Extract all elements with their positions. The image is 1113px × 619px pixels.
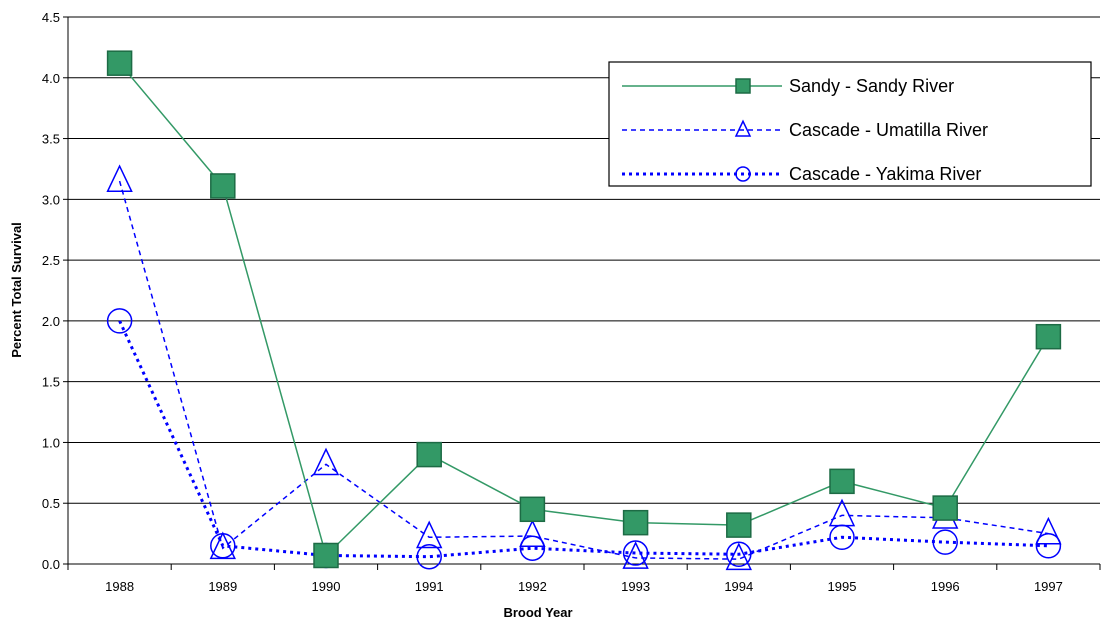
x-tick-label: 1995 (828, 579, 857, 594)
series-layer (106, 50, 1062, 571)
legend-marker-circle (735, 166, 751, 182)
x-tick-label: 1988 (105, 579, 134, 594)
x-axis-ticks: 1988 1989 1990 1991 1992 1993 1994 1995 1996 1997 (67, 564, 1101, 594)
x-axis-title: Brood Year (503, 605, 572, 619)
x-tick-label: 1991 (415, 579, 444, 594)
y-tick-label: 0.0 (42, 557, 60, 572)
y-axis-ticks: 0.0 0.5 1.0 1.5 2.0 2.5 3.0 3.5 4.0 4.5 (42, 10, 68, 572)
y-tick-label: 1.5 (42, 375, 60, 390)
data-point-square (726, 512, 752, 538)
y-axis-title: Percent Total Survival (9, 222, 24, 358)
y-tick-label: 1.0 (42, 435, 60, 450)
legend-marker-square (735, 78, 751, 94)
data-point-square (829, 468, 855, 495)
legend-entry: Sandy - Sandy River (622, 76, 954, 96)
data-point-triangle (519, 519, 546, 547)
x-tick-label: 1993 (621, 579, 650, 594)
series-line (118, 180, 1049, 560)
x-tick-label: 1989 (208, 579, 237, 594)
gridlines (68, 16, 1100, 504)
data-point-circle (416, 543, 442, 570)
x-tick-label: 1992 (518, 579, 547, 594)
data-point-square (106, 50, 133, 76)
y-tick-label: 4.0 (42, 71, 60, 86)
data-point-square (519, 496, 546, 523)
y-tick-label: 0.5 (42, 496, 60, 511)
data-point-square (1035, 323, 1062, 350)
series-triangle (106, 164, 1062, 571)
data-point-triangle (1035, 516, 1062, 545)
data-point-triangle (725, 542, 752, 571)
x-tick-label: 1996 (931, 579, 960, 594)
data-point-triangle (106, 164, 133, 193)
legend: Sandy - Sandy River Cascade - Umatilla Ri… (608, 61, 1092, 187)
series-line (118, 320, 1049, 559)
legend-marker-triangle (734, 119, 752, 137)
data-point-circle (622, 540, 649, 566)
legend-label: Cascade - Yakima River (789, 164, 981, 184)
data-point-square (932, 495, 958, 521)
legend-label: Cascade - Umatilla River (789, 120, 988, 140)
legend-label: Sandy - Sandy River (789, 76, 954, 96)
data-point-square (416, 441, 442, 468)
data-point-square (622, 509, 649, 536)
legend-entry: Cascade - Umatilla River (622, 119, 988, 140)
x-tick-label: 1990 (312, 579, 341, 594)
data-point-square (313, 542, 339, 569)
y-tick-label: 3.0 (42, 192, 60, 207)
data-point-triangle (416, 520, 443, 549)
legend-box (608, 61, 1092, 187)
data-point-circle (106, 308, 133, 334)
series-line (119, 62, 1050, 557)
series-square (106, 50, 1062, 569)
data-point-circle (932, 529, 958, 555)
x-tick-label: 1994 (724, 579, 753, 594)
data-point-triangle (622, 541, 649, 569)
y-tick-label: 2.5 (42, 253, 60, 268)
data-point-circle (1035, 533, 1062, 559)
data-point-triangle (209, 531, 236, 560)
data-point-square (210, 173, 236, 199)
y-tick-label: 3.5 (42, 132, 60, 147)
x-tick-label: 1997 (1034, 579, 1063, 594)
data-point-triangle (828, 498, 856, 527)
y-tick-label: 2.0 (42, 314, 60, 329)
data-point-triangle (312, 447, 340, 476)
legend-entry: Cascade - Yakima River (622, 164, 981, 184)
data-point-circle (519, 535, 546, 561)
series-circle (106, 308, 1062, 570)
y-tick-label: 4.5 (42, 10, 60, 25)
